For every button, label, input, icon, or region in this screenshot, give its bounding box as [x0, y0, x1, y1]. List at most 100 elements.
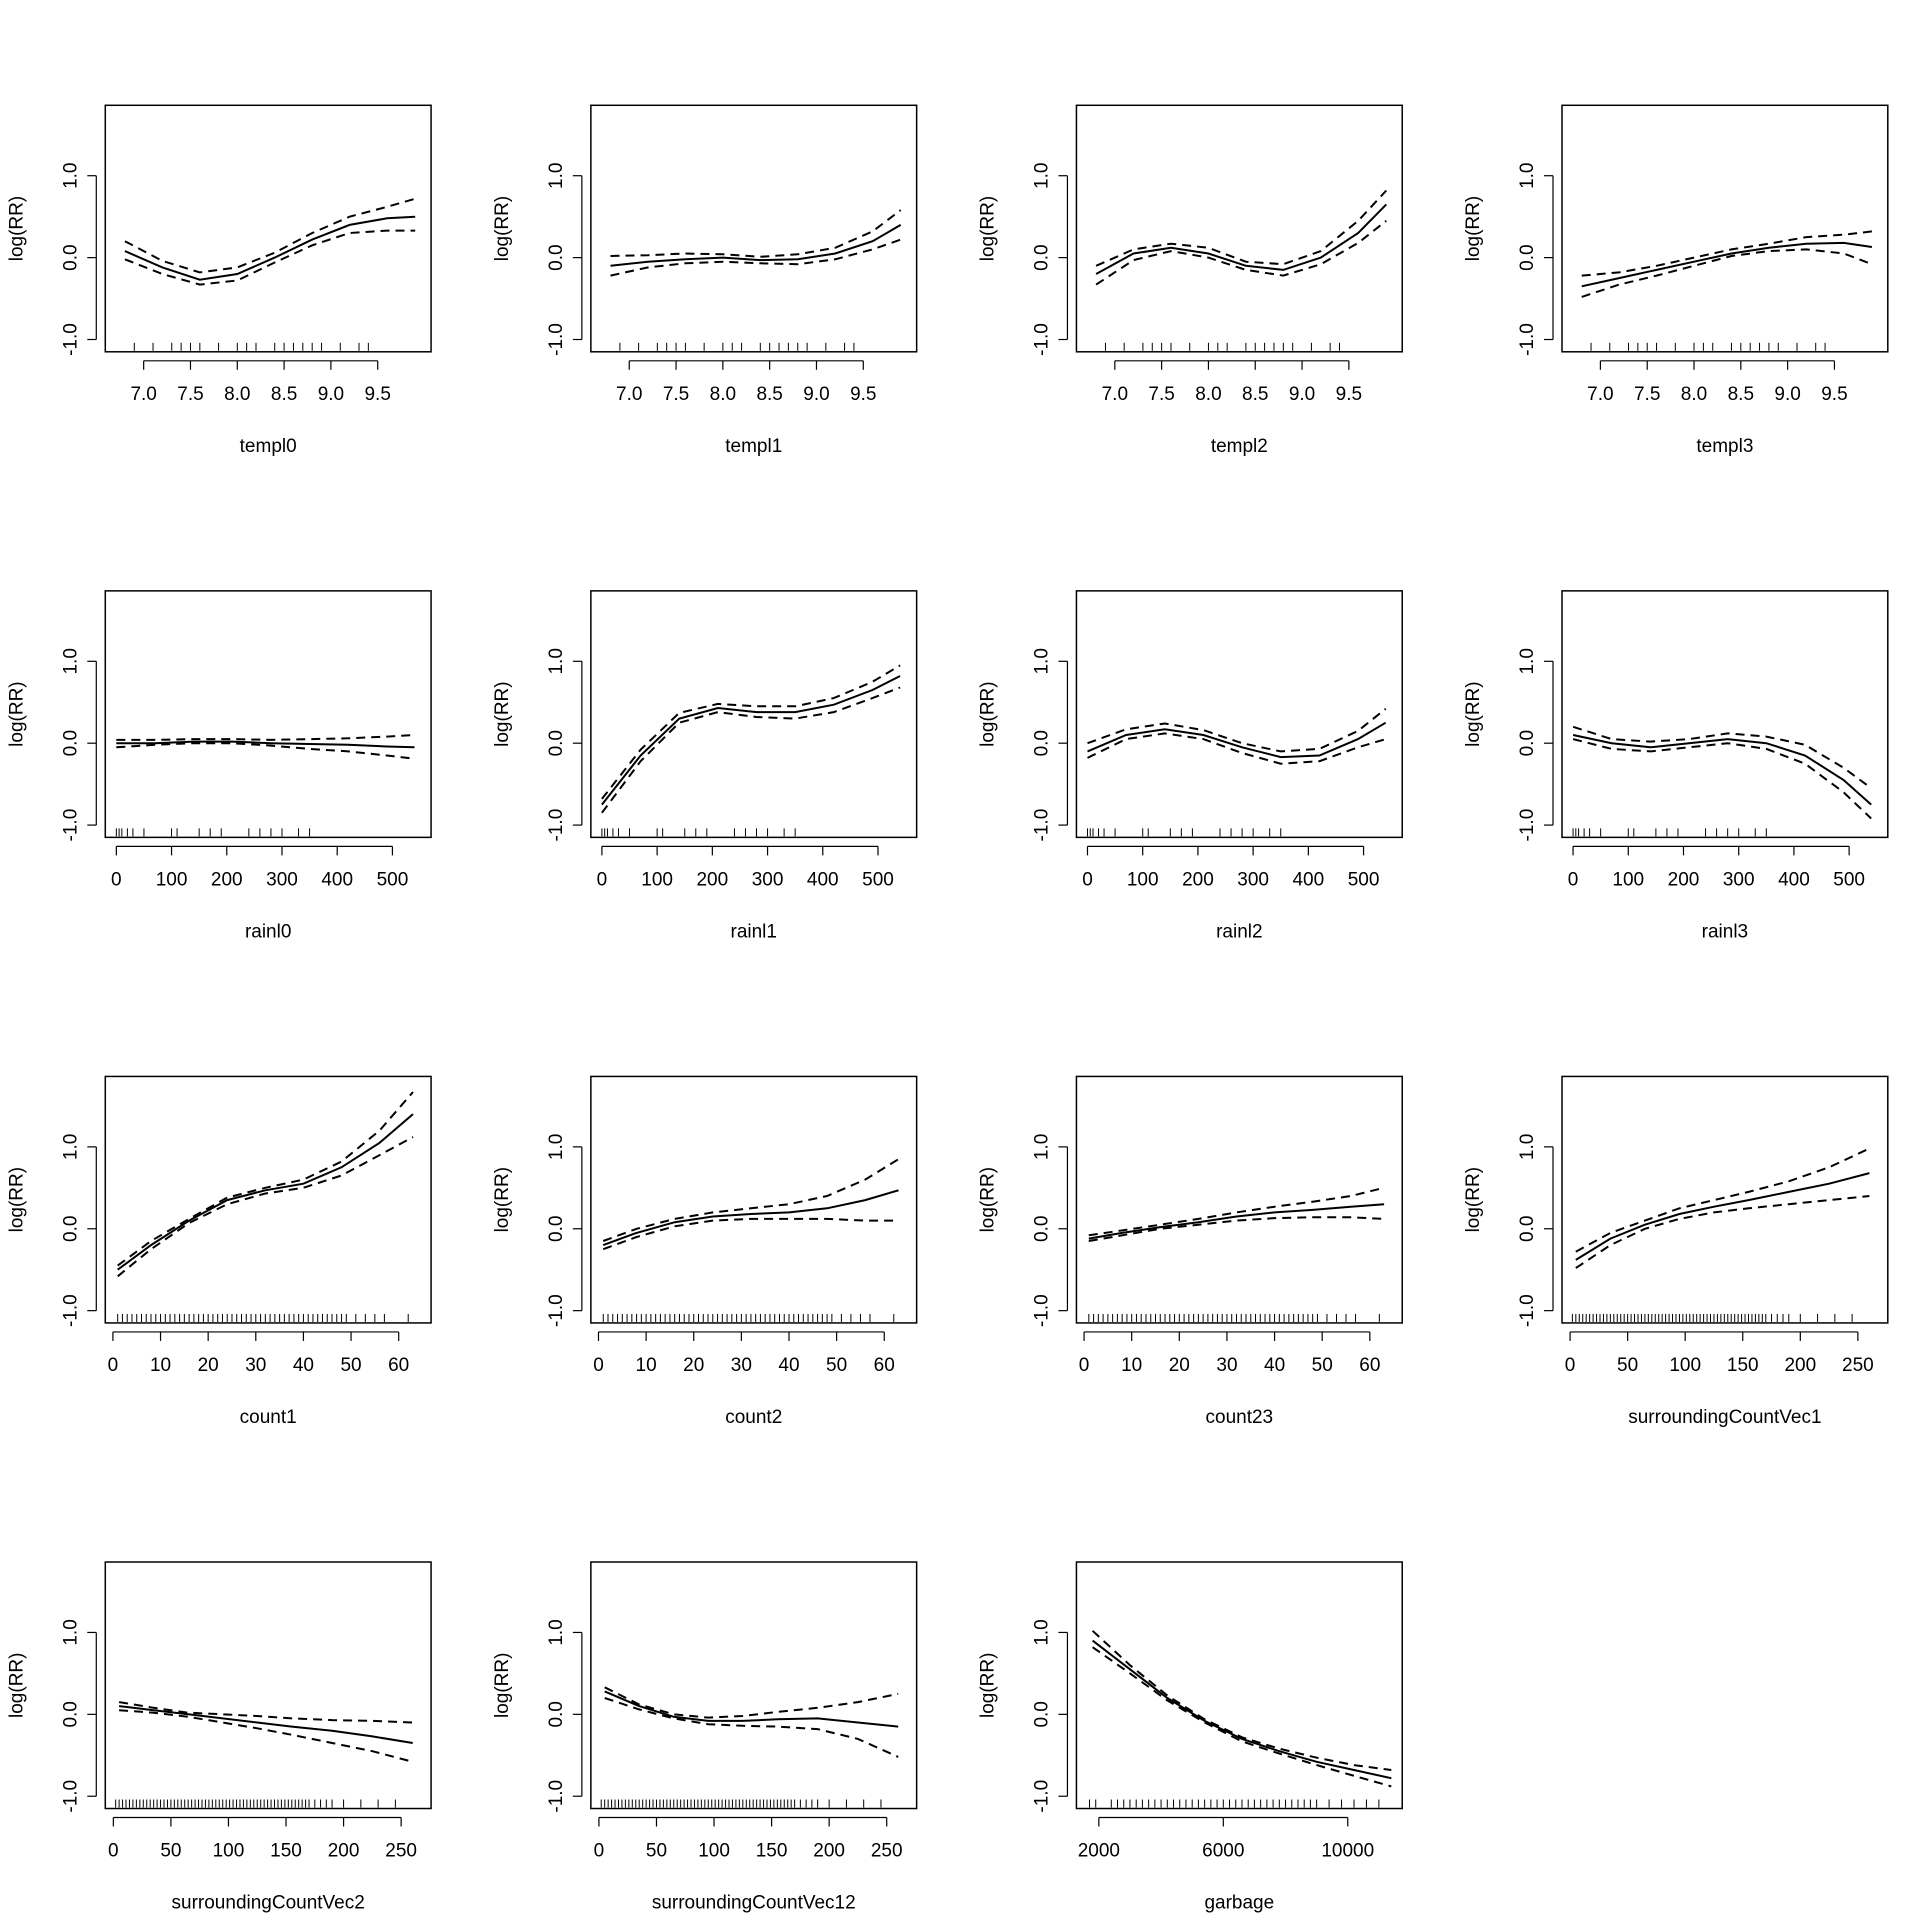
x-tick-label: 7.5: [177, 384, 203, 405]
y-tick-label: -1.0: [1031, 1294, 1052, 1327]
curve: [1091, 1630, 1392, 1771]
y-tick-label: 0.0: [1517, 244, 1538, 270]
curve: [1572, 725, 1872, 790]
x-axis-label: surroundingCountVec1: [1628, 1407, 1821, 1428]
y-tick-label: 1.0: [1517, 163, 1538, 189]
panel: 0 100 200 300 400 500 rainl2 -1.0 0.0 1.0 log(RR): [977, 590, 1403, 942]
x-tick-label: 20: [198, 1355, 219, 1376]
y-tick-label: 1.0: [1031, 648, 1052, 674]
x-tick-label: 400: [807, 869, 839, 890]
x-tick-label: 10: [1121, 1355, 1142, 1376]
x-tick-label: 7.0: [1102, 384, 1128, 405]
y-axis-label: log(RR): [977, 196, 998, 261]
x-tick-label: 20: [1169, 1355, 1190, 1376]
x-tick-label: 10000: [1321, 1841, 1374, 1862]
panel: 0 50 100 150 200 250 surroundingCountVec2 -1.0 0…: [6, 1561, 432, 1914]
curve: [1581, 230, 1873, 277]
x-tick-label: 9.0: [803, 384, 829, 405]
y-tick-label: 0.0: [60, 244, 81, 270]
x-axis-label: rainl1: [731, 921, 777, 942]
x-tick-label: 6000: [1202, 1841, 1244, 1862]
y-axis-label: log(RR): [6, 681, 27, 746]
plot-frame: [1075, 1075, 1403, 1324]
plot-frame: [1561, 104, 1889, 353]
x-tick-label: 0: [1082, 869, 1093, 890]
curve: [1087, 721, 1387, 759]
curve: [601, 664, 901, 800]
panel: 0 10 20 30 40 50 60 count23 -1.0 0.0 1.0 log(RR): [977, 1075, 1403, 1428]
x-tick-label: 50: [340, 1355, 361, 1376]
curve: [116, 740, 415, 749]
plot-frame: [590, 1075, 918, 1324]
curve: [118, 1705, 413, 1744]
x-tick-label: 500: [1348, 869, 1380, 890]
x-tick-label: 200: [1182, 869, 1214, 890]
x-tick-label: 8.5: [271, 384, 297, 405]
x-axis-label: templ2: [1211, 436, 1268, 457]
curve: [604, 1690, 899, 1728]
x-tick-label: 250: [1842, 1355, 1874, 1376]
x-tick-label: 40: [1264, 1355, 1285, 1376]
curve: [1581, 248, 1873, 298]
x-tick-label: 8.5: [1728, 384, 1754, 405]
panel: 0 100 200 300 400 500 rainl3 -1.0 0.0 1.0 log(RR): [1463, 590, 1889, 942]
plot-frame: [104, 1075, 432, 1324]
curve: [1088, 1203, 1385, 1240]
x-tick-label: 100: [1669, 1355, 1701, 1376]
x-tick-label: 500: [1833, 869, 1865, 890]
x-tick-label: 60: [1359, 1355, 1380, 1376]
y-tick-label: -1.0: [60, 1294, 81, 1327]
x-tick-label: 7.5: [1148, 384, 1174, 405]
y-axis-label: log(RR): [6, 1167, 27, 1232]
panel: 7.0 7.5 8.0 8.5 9.0 9.5 templ1 -1.0 0.0 1.0 log(RR…: [492, 104, 918, 457]
curve: [610, 224, 902, 267]
x-axis-label: templ0: [240, 436, 297, 457]
y-tick-label: -1.0: [546, 1294, 567, 1327]
plot-frame: [104, 1561, 432, 1810]
curve: [1572, 738, 1872, 820]
x-tick-label: 40: [778, 1355, 799, 1376]
x-tick-label: 200: [328, 1841, 360, 1862]
plot-frame: [1561, 590, 1889, 839]
y-tick-label: 1.0: [546, 1619, 567, 1645]
curve: [601, 686, 901, 814]
curve: [604, 1697, 899, 1758]
x-tick-label: 60: [874, 1355, 895, 1376]
y-axis-label: log(RR): [492, 1653, 513, 1718]
x-tick-label: 100: [156, 869, 188, 890]
curve: [602, 1217, 899, 1251]
x-tick-label: 30: [731, 1355, 752, 1376]
panel: 7.0 7.5 8.0 8.5 9.0 9.5 templ0 -1.0 0.0 1.0 log(RR…: [6, 104, 432, 457]
x-tick-label: 0: [111, 869, 122, 890]
x-tick-label: 0: [108, 1355, 119, 1376]
y-tick-label: -1.0: [546, 323, 567, 356]
x-tick-label: 500: [377, 869, 409, 890]
curve: [1088, 1186, 1385, 1237]
y-tick-label: 0.0: [1031, 730, 1052, 756]
x-tick-label: 20: [683, 1355, 704, 1376]
panel: 0 50 100 150 200 250 surroundingCountVec1 -1.0 0…: [1463, 1075, 1889, 1428]
y-tick-label: 0.0: [60, 1216, 81, 1242]
x-axis-label: count1: [240, 1407, 297, 1428]
x-tick-label: 400: [1292, 869, 1324, 890]
y-tick-label: 1.0: [60, 1619, 81, 1645]
panel: 0 10 20 30 40 50 60 count2 -1.0 0.0 1.0 log(RR): [492, 1075, 918, 1428]
x-tick-label: 200: [1668, 869, 1700, 890]
y-tick-label: 1.0: [546, 163, 567, 189]
y-axis-label: log(RR): [6, 1653, 27, 1718]
x-axis-label: surroundingCountVec12: [652, 1893, 856, 1914]
panel: 0 50 100 150 200 250 surroundingCountVec12 -1.0…: [492, 1561, 918, 1914]
x-tick-label: 7.0: [1587, 384, 1613, 405]
x-tick-label: 0: [1568, 869, 1579, 890]
y-tick-label: 1.0: [1031, 1134, 1052, 1160]
y-tick-label: -1.0: [1031, 1780, 1052, 1813]
y-tick-label: -1.0: [1517, 323, 1538, 356]
y-tick-label: 0.0: [1031, 1216, 1052, 1242]
x-tick-label: 200: [696, 869, 728, 890]
x-tick-label: 30: [1216, 1355, 1237, 1376]
plot-frame: [104, 590, 432, 839]
curve: [1095, 189, 1388, 267]
x-tick-label: 150: [756, 1841, 788, 1862]
y-axis-label: log(RR): [977, 1653, 998, 1718]
